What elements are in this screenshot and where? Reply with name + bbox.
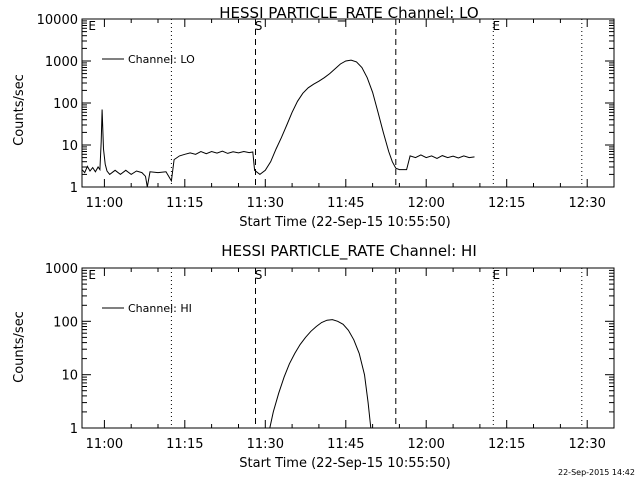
legend-label: Channel: HI (128, 302, 192, 315)
series-line-channel-lo (81, 59, 475, 188)
x-tick-label: 12:30 (568, 437, 605, 452)
hi-channel-plot: HESSI PARTICLE_RATE Channel: HI Counts/s… (12, 242, 615, 471)
legend: Channel: LO (102, 53, 195, 66)
x-tick-label: 11:45 (327, 437, 364, 452)
x-tick-label: 11:15 (166, 437, 203, 452)
x-axis-label: Start Time (22-Sep-15 10:55:50) (239, 215, 450, 230)
y-tick-label: 10 (61, 139, 78, 154)
x-tick-label: 11:00 (86, 196, 123, 211)
y-tick-label: 10000 (37, 13, 78, 28)
y-tick-label: 1000 (45, 262, 78, 277)
x-tick-label: 11:00 (86, 437, 123, 452)
x-tick-label: 12:15 (488, 437, 525, 452)
legend-label: Channel: LO (128, 53, 195, 66)
event-marker-e: E (88, 268, 96, 282)
x-tick-label: 11:15 (166, 196, 203, 211)
x-tick-label: 12:00 (407, 437, 444, 452)
x-tick-labels: 11:00 11:15 11:30 11:45 12:00 12:15 12:30 (86, 196, 606, 211)
y-tick-labels: 1 10 100 1000 (45, 262, 78, 437)
series-lines (81, 59, 475, 188)
event-marker-e: E (493, 19, 501, 33)
y-tick-label: 1 (70, 181, 78, 196)
y-tick-label: 100 (53, 97, 78, 112)
y-tick-label: 100 (53, 315, 78, 330)
event-marker-s: S (255, 19, 263, 33)
chart-title: HESSI PARTICLE_RATE Channel: LO (219, 4, 478, 23)
y-tick-label: 10 (61, 369, 78, 384)
reference-lines (170, 268, 583, 428)
axes (81, 267, 615, 429)
y-axis-label: Counts/sec (12, 74, 27, 146)
x-tick-label: 11:45 (327, 196, 364, 211)
y-tick-labels: 1 10 100 1000 10000 (37, 13, 78, 196)
y-axis-label: Counts/sec (12, 311, 27, 383)
chart-title: HESSI PARTICLE_RATE Channel: HI (221, 242, 477, 261)
series-line-channel-hi (269, 319, 372, 429)
axes (81, 18, 615, 188)
y-tick-label: 1 (70, 422, 78, 437)
x-tick-label: 11:30 (247, 437, 284, 452)
event-marker-e: E (493, 268, 501, 282)
x-tick-label: 12:15 (488, 196, 525, 211)
lo-channel-plot: HESSI PARTICLE_RATE Channel: LO Counts/s… (12, 4, 615, 230)
reference-lines (170, 19, 583, 187)
timestamp-footer: 22-Sep-2015 14:42 (558, 468, 635, 477)
event-marker-e: E (88, 19, 96, 33)
event-marker-s: S (255, 268, 263, 282)
x-tick-label: 12:00 (407, 196, 444, 211)
plot-frame (81, 267, 615, 429)
x-tick-label: 11:30 (247, 196, 284, 211)
y-tick-label: 1000 (45, 55, 78, 70)
legend: Channel: HI (102, 302, 192, 315)
plot-frame (81, 18, 615, 188)
x-tick-labels: 11:00 11:15 11:30 11:45 12:00 12:15 12:30 (86, 437, 606, 452)
series-lines (269, 319, 372, 429)
x-tick-label: 12:30 (568, 196, 605, 211)
x-axis-label: Start Time (22-Sep-15 10:55:50) (239, 456, 450, 471)
